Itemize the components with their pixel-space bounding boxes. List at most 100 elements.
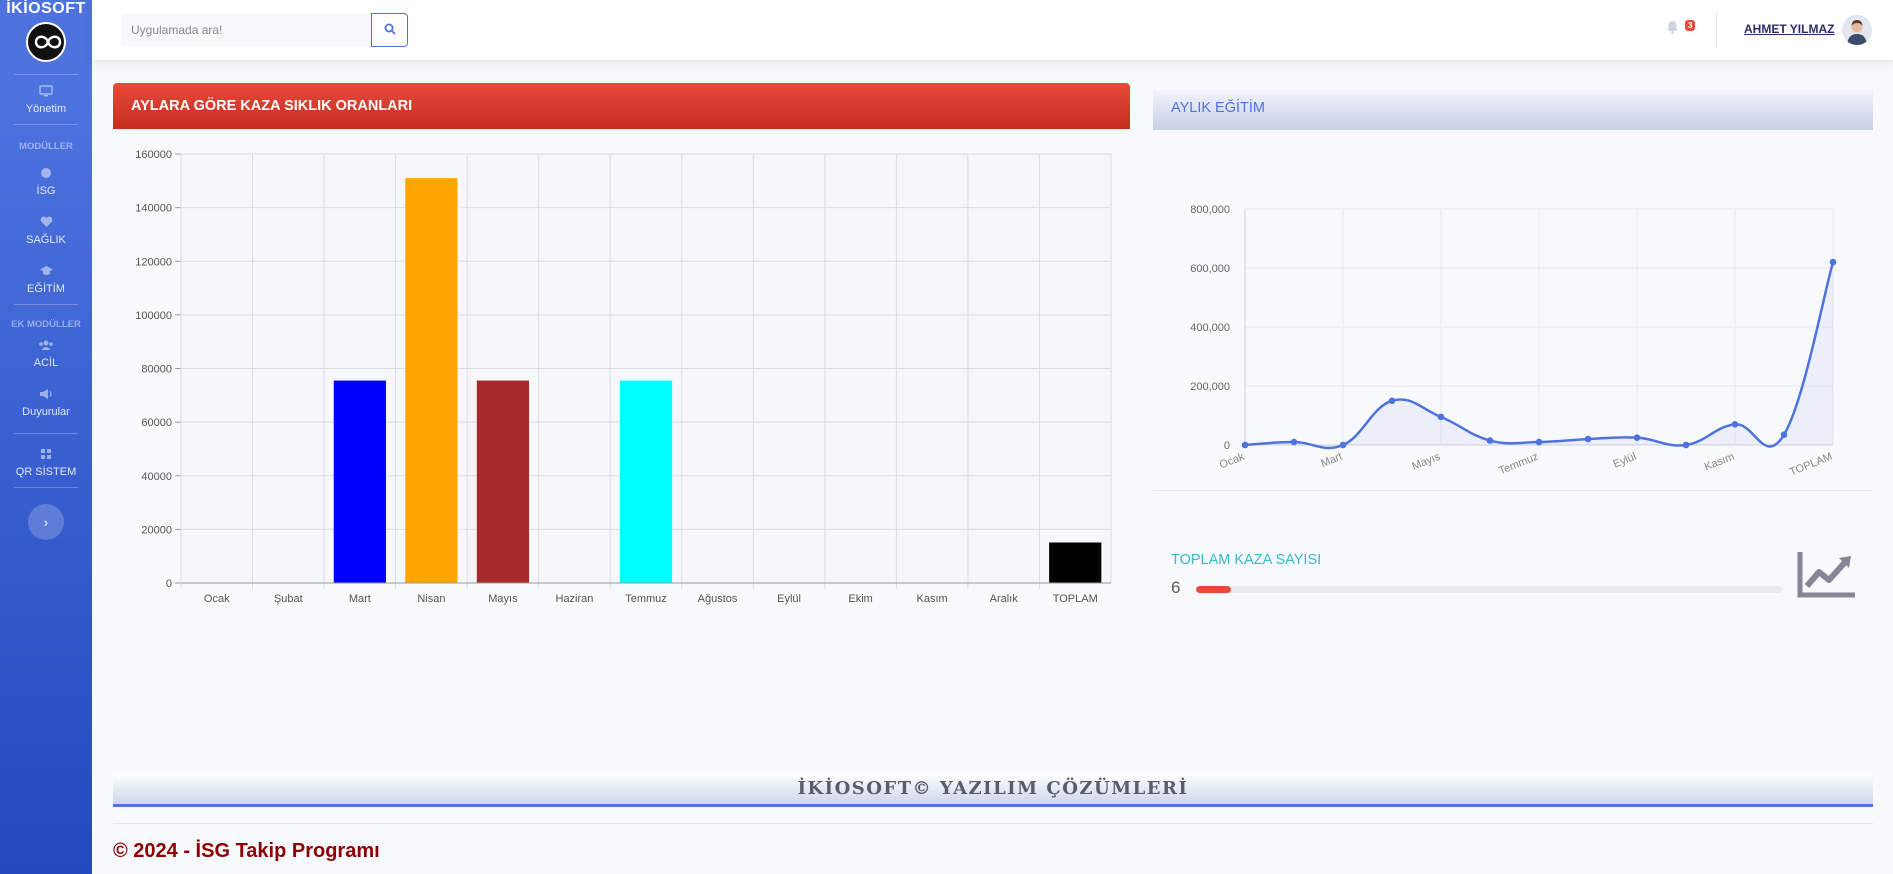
sidebar-item-label: İSG <box>36 185 56 197</box>
megaphone-icon <box>0 388 92 404</box>
sidebar-heading-modules: MODÜLLER <box>19 141 73 152</box>
sidebar-divider <box>14 124 78 125</box>
series-line <box>1244 261 1835 450</box>
desktop-icon <box>0 85 92 101</box>
y-tick-label: 40000 <box>141 471 172 483</box>
data-point-haziran <box>1486 437 1494 444</box>
sidebar-item-label: ACİL <box>33 357 59 369</box>
brain-icon <box>0 167 92 183</box>
x-tick-label: Şubat <box>274 593 303 605</box>
bar-toplam <box>1049 542 1102 583</box>
graduation-cap-icon <box>0 265 92 281</box>
accident-rates-card: AYLARA GÖRE KAZA SIKLIK ORANLARI 0 20000 4… <box>113 83 1130 633</box>
search-form <box>121 13 408 47</box>
chevron-right-icon: › <box>43 514 49 530</box>
x-tick-label: Aralık <box>990 593 1019 605</box>
data-point-şubat <box>1290 438 1298 446</box>
section-divider <box>1153 490 1873 491</box>
sidebar-item-duyurular[interactable]: Duyurular <box>0 378 92 427</box>
data-point-mart <box>1339 441 1347 449</box>
sidebar-item-acil[interactable]: ACİL <box>0 335 92 378</box>
y-tick-label: 800,000 <box>1190 204 1230 216</box>
data-point-ağustos <box>1584 435 1592 443</box>
x-tick-label: Eylül <box>1612 451 1639 471</box>
sidebar: İKİOSOFT Yönetim MODÜLLER İSG SAĞLIK EĞİ… <box>0 0 92 874</box>
data-point-mayıs <box>1437 413 1445 421</box>
sidebar-toggle-button[interactable]: › <box>28 504 64 540</box>
search-button[interactable] <box>371 13 408 47</box>
users-icon <box>0 339 92 355</box>
data-point-aralık <box>1780 431 1788 438</box>
sidebar-item-label: SAĞLIK <box>26 234 66 246</box>
footer-divider <box>113 823 1873 824</box>
x-tick-label: Kasım <box>1703 451 1736 474</box>
x-tick-label: Eylül <box>777 593 801 605</box>
y-tick-label: 160000 <box>135 149 172 161</box>
x-tick-label: Temmuz <box>625 593 667 605</box>
sidebar-item-qr-sistem[interactable]: QR SİSTEM <box>0 434 92 487</box>
sidebar-divider <box>14 487 78 488</box>
total-accidents-value: 6 <box>1171 578 1181 597</box>
sidebar-item-saglik[interactable]: SAĞLIK <box>0 206 92 255</box>
x-tick-label: TOPLAM <box>1788 451 1834 479</box>
x-tick-label: Kasım <box>917 593 948 605</box>
topbar: 3 AHMET YILMAZ <box>92 0 1893 60</box>
sidebar-item-label: Yönetim <box>25 103 67 115</box>
data-point-toplam <box>1829 258 1837 266</box>
sidebar-divider <box>14 74 78 75</box>
y-tick-label: 140000 <box>135 203 172 215</box>
x-tick-label: Ocak <box>204 593 230 605</box>
y-tick-label: 600,000 <box>1190 263 1230 275</box>
brand-logo[interactable] <box>26 22 66 62</box>
data-point-ocak <box>1241 441 1249 449</box>
chart-line-icon <box>1797 552 1855 598</box>
sidebar-item-yonetim[interactable]: Yönetim <box>0 75 92 124</box>
y-tick-label: 200,000 <box>1190 381 1230 393</box>
y-tick-label: 20000 <box>141 524 172 536</box>
x-tick-label: Mart <box>349 593 371 605</box>
search-icon <box>384 23 396 35</box>
x-tick-label: Nisan <box>417 593 445 605</box>
x-tick-label: TOPLAM <box>1053 593 1098 605</box>
data-point-temmuz <box>1535 438 1543 446</box>
x-tick-label: Mayıs <box>1410 450 1442 472</box>
x-tick-label: Ağustos <box>698 593 738 605</box>
monthly-training-title: AYLIK EĞİTİM <box>1153 90 1873 130</box>
brand-name[interactable]: İKİOSOFT <box>6 0 86 17</box>
total-accidents-title: TOPLAM KAZA SAYISI <box>1171 552 1322 568</box>
x-tick-label: Mayıs <box>488 593 518 605</box>
data-point-eylül <box>1633 434 1641 441</box>
total-accidents-progress <box>1196 586 1782 593</box>
sidebar-divider <box>14 304 78 305</box>
y-tick-label: 400,000 <box>1190 322 1230 334</box>
sidebar-item-isg[interactable]: İSG <box>0 157 92 206</box>
footer-banner: İKİOSOFT© YAZILIM ÇÖZÜMLERİ <box>113 773 1873 807</box>
sidebar-divider <box>14 433 78 434</box>
sidebar-item-egitim[interactable]: EĞİTİM <box>0 255 92 304</box>
search-input[interactable] <box>121 13 371 47</box>
y-tick-label: 0 <box>1224 440 1230 452</box>
x-tick-label: Ocak <box>1218 450 1247 471</box>
sidebar-item-label: EĞİTİM <box>27 283 65 295</box>
data-point-kasım <box>1731 421 1739 428</box>
bar-nisan <box>405 178 458 583</box>
data-point-nisan <box>1388 397 1396 405</box>
monthly-training-card: AYLIK EĞİTİM 0 200,000 400,000 600,000 800,0… <box>1153 90 1873 485</box>
bell-icon[interactable] <box>1666 20 1679 37</box>
qr-grid-icon <box>0 448 92 464</box>
user-name[interactable]: AHMET YILMAZ <box>1744 22 1835 36</box>
avatar[interactable] <box>1842 15 1872 45</box>
bar-mayıs <box>476 380 530 583</box>
x-tick-label: Ekim <box>848 593 872 605</box>
y-tick-label: 0 <box>166 578 172 590</box>
total-accidents-progress-bar <box>1196 586 1232 593</box>
infinity-logo-icon <box>34 35 62 49</box>
y-tick-label: 120000 <box>135 256 172 268</box>
sidebar-item-label: QR SİSTEM <box>15 466 77 478</box>
x-tick-label: Mart <box>1319 451 1344 470</box>
data-point-ekim <box>1682 441 1690 449</box>
bar-temmuz <box>619 380 673 583</box>
x-tick-label: Temmuz <box>1497 451 1540 478</box>
y-tick-label: 80000 <box>141 364 172 376</box>
x-tick-label: Haziran <box>556 593 594 605</box>
